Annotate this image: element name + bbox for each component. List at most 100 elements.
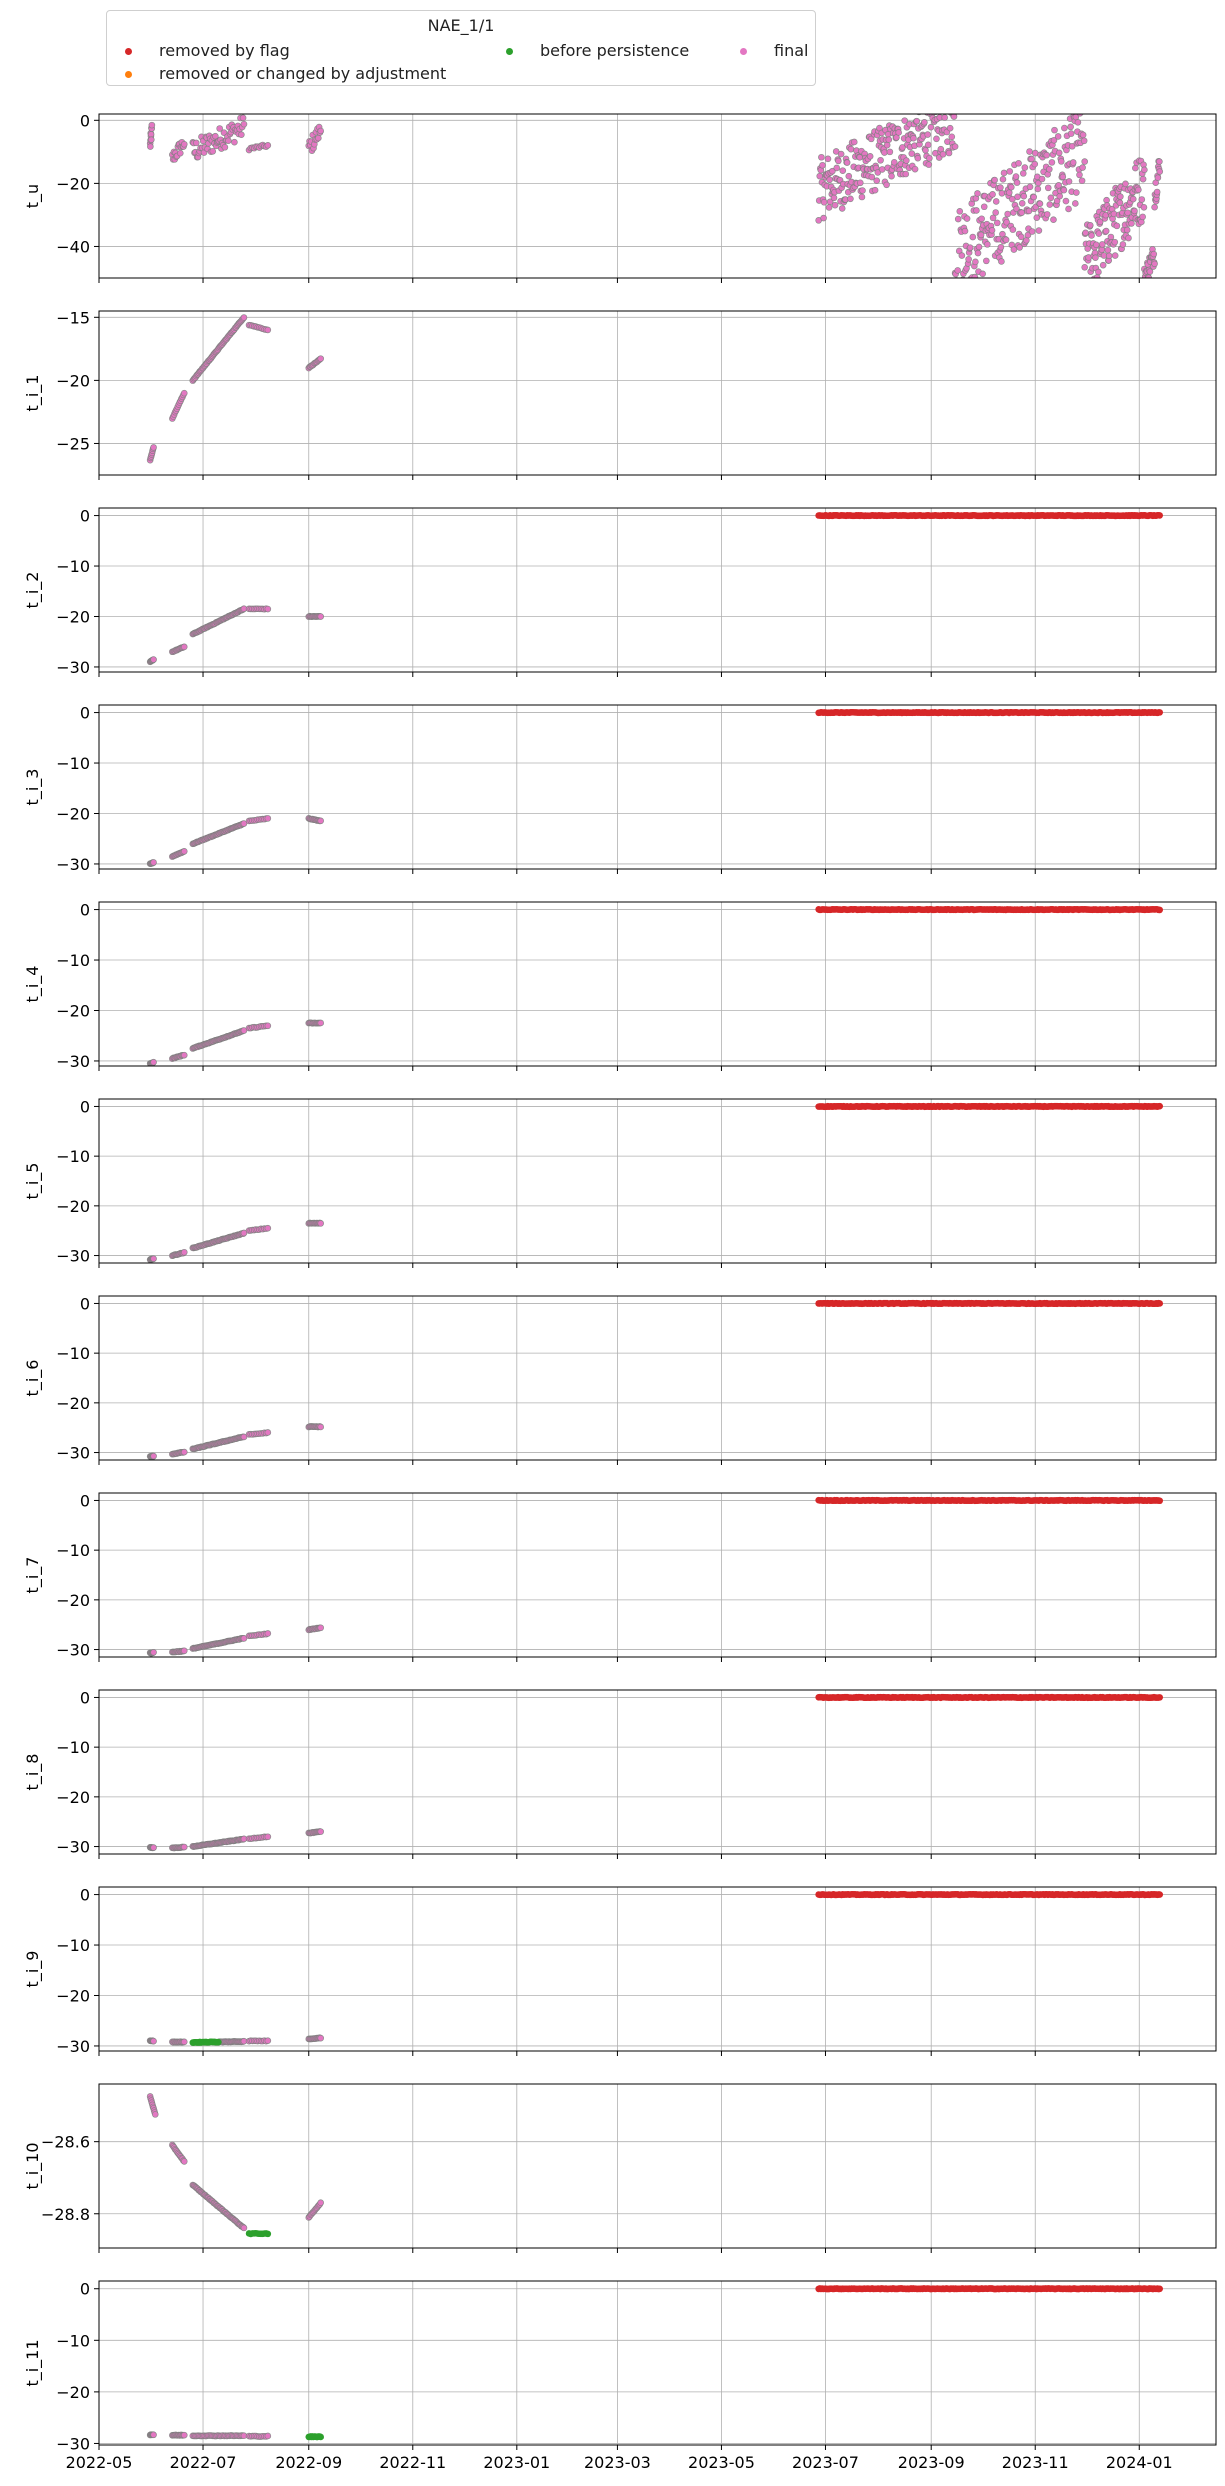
y-axis-label: t_i_3 xyxy=(23,769,43,806)
point xyxy=(1147,269,1153,275)
point xyxy=(840,168,846,174)
point xyxy=(922,147,929,153)
y-tick-label: −30 xyxy=(56,1444,90,1463)
point xyxy=(1101,252,1107,259)
point xyxy=(954,286,959,291)
point-outline xyxy=(1084,280,1091,287)
point xyxy=(915,155,921,161)
point xyxy=(818,154,824,160)
point-outline xyxy=(930,107,937,114)
point xyxy=(1026,148,1033,155)
point xyxy=(839,205,845,212)
point-outline xyxy=(951,107,958,114)
point xyxy=(1070,159,1076,166)
point-outline xyxy=(957,286,964,293)
point xyxy=(997,184,1003,191)
point xyxy=(848,146,854,152)
point xyxy=(1029,228,1035,235)
point xyxy=(984,241,990,247)
y-tick-label: −20 xyxy=(56,607,90,626)
point-outline xyxy=(947,97,954,104)
point-outline xyxy=(953,286,960,293)
point xyxy=(1092,250,1098,256)
point xyxy=(943,93,948,98)
y-tick-label: 0 xyxy=(80,507,90,526)
point xyxy=(902,118,908,124)
legend-marker-adjustment xyxy=(125,71,132,78)
point xyxy=(833,148,839,155)
point xyxy=(1128,220,1135,227)
point xyxy=(926,162,932,168)
point xyxy=(1156,1300,1164,1307)
point xyxy=(265,142,271,148)
panel-t-i-3: 0−10−20−30t_i_3 xyxy=(23,704,1217,874)
point xyxy=(1106,257,1112,264)
point xyxy=(1023,237,1029,243)
y-tick-label: −20 xyxy=(56,1001,90,1020)
point xyxy=(928,124,934,130)
point xyxy=(1069,143,1075,149)
point xyxy=(150,859,157,866)
point xyxy=(217,125,223,132)
point xyxy=(1157,168,1163,175)
point xyxy=(148,131,154,137)
point xyxy=(1086,280,1091,285)
point xyxy=(1089,281,1094,286)
point xyxy=(1009,242,1015,248)
point xyxy=(931,108,936,113)
point xyxy=(1154,189,1160,195)
panel-t-i-5: 0−10−20−30t_i_5 xyxy=(23,1097,1217,1268)
point xyxy=(1081,109,1086,114)
point xyxy=(973,207,980,214)
point xyxy=(150,1256,157,1262)
point xyxy=(1001,170,1007,176)
data-points xyxy=(146,1102,1164,1263)
point xyxy=(969,279,974,284)
panel-t-i-6: 0−10−20−30t_i_6 xyxy=(23,1294,1217,1465)
point xyxy=(974,190,981,197)
point xyxy=(265,1225,271,1231)
y-tick-label: −25 xyxy=(56,434,90,453)
point xyxy=(868,136,874,142)
y-tick-label: −20 xyxy=(56,1197,90,1216)
point xyxy=(946,150,952,156)
point-outline xyxy=(938,93,945,100)
point xyxy=(241,121,247,127)
point xyxy=(1034,174,1040,180)
series-removed-by-flag xyxy=(815,708,1164,717)
legend-label-adjustment: removed or changed by adjustment xyxy=(159,64,447,83)
point xyxy=(1117,194,1123,200)
data-points xyxy=(146,708,1164,867)
series-removed-by-flag xyxy=(815,1102,1164,1111)
point xyxy=(832,202,838,208)
series-removed-by-flag xyxy=(815,1496,1164,1505)
point xyxy=(975,250,981,256)
point xyxy=(857,154,863,160)
point xyxy=(181,644,187,650)
point xyxy=(821,199,827,205)
point xyxy=(1080,164,1086,171)
point xyxy=(885,131,891,137)
point xyxy=(998,244,1004,250)
point xyxy=(1034,215,1040,221)
y-tick-label: −20 xyxy=(56,804,90,823)
point xyxy=(1125,210,1131,216)
point xyxy=(963,265,970,271)
point xyxy=(967,245,973,251)
y-tick-label: −20 xyxy=(56,1394,90,1413)
point xyxy=(1063,198,1069,204)
point xyxy=(1082,158,1088,165)
point xyxy=(980,271,986,277)
point xyxy=(1031,194,1037,200)
point xyxy=(1054,198,1060,204)
point xyxy=(181,1249,187,1255)
point xyxy=(1068,131,1074,137)
point xyxy=(1039,176,1045,182)
point xyxy=(150,1649,157,1655)
point xyxy=(990,215,996,221)
point xyxy=(927,101,932,106)
point xyxy=(884,142,890,148)
point xyxy=(874,178,880,184)
panel-t-i-1: −15−20−25t_i_1 xyxy=(23,308,1217,480)
point xyxy=(846,173,852,179)
